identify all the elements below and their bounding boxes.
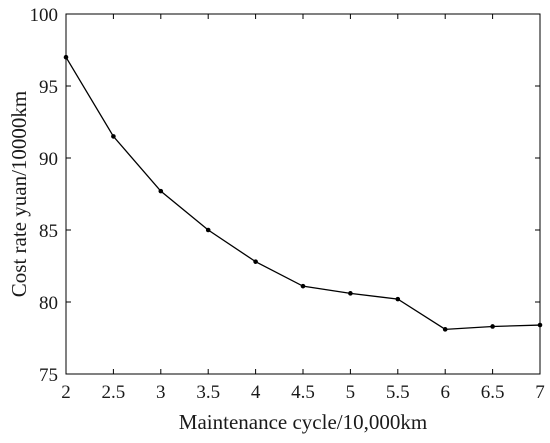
x-axis-ticks: 2 2.5 3 3.5 4 4.5 5 5.5 6 6.5 7 xyxy=(61,14,545,403)
y-tick-label: 75 xyxy=(39,365,58,386)
data-point xyxy=(158,188,164,194)
x-tick-label: 5.5 xyxy=(386,382,410,403)
y-tick-label: 90 xyxy=(39,149,58,170)
data-point xyxy=(442,327,448,332)
x-tick-label: 3 xyxy=(156,382,166,403)
series-line xyxy=(65,56,541,331)
data-point xyxy=(300,283,306,289)
x-tick-label: 7 xyxy=(535,382,545,403)
y-axis-label: Cost rate yuan/10000km xyxy=(7,91,31,297)
x-axis-label: Maintenance cycle/10,000km xyxy=(179,410,427,434)
x-tick-label: 4.5 xyxy=(291,382,315,403)
y-tick-label: 85 xyxy=(39,221,58,242)
data-points xyxy=(63,54,543,332)
data-point xyxy=(253,259,258,264)
data-point xyxy=(537,322,543,328)
data-point xyxy=(63,54,69,60)
x-tick-label: 3.5 xyxy=(196,382,220,403)
plot-area-frame xyxy=(65,13,541,375)
data-point xyxy=(348,291,353,296)
x-tick-label: 2.5 xyxy=(102,382,126,403)
x-tick-label: 4 xyxy=(251,382,261,403)
data-point xyxy=(111,134,116,139)
x-tick-label: 6.5 xyxy=(481,382,505,403)
y-tick-label: 80 xyxy=(39,293,58,314)
x-tick-label: 2 xyxy=(61,382,71,403)
y-axis-ticks: 75 80 85 90 95 100 xyxy=(30,5,540,386)
data-point xyxy=(490,324,495,329)
x-tick-label: 6 xyxy=(440,382,450,403)
y-tick-label: 95 xyxy=(39,77,58,98)
data-point xyxy=(395,296,401,302)
x-tick-label: 5 xyxy=(346,382,356,403)
data-point xyxy=(205,227,211,233)
y-tick-label: 100 xyxy=(30,5,59,26)
